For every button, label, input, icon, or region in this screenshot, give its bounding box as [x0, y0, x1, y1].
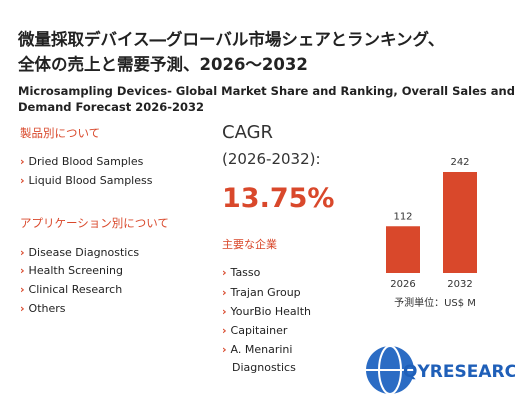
logo-text: QYRESEARCH [403, 362, 515, 382]
bar [386, 226, 420, 273]
subtitle: Demand Forecast 2026-2032 [18, 100, 204, 114]
company: Diagnostics [232, 361, 296, 374]
bar [443, 172, 477, 273]
section-heading: 製品別について [20, 126, 101, 140]
title: 全体の売上と需要予測、2026～2032 [18, 55, 308, 74]
company: Trajan Group [222, 286, 301, 299]
logo: QYRESEARCH [366, 345, 515, 395]
company: A. Menarini [222, 343, 293, 356]
x-tick-label: 2026 [390, 279, 415, 290]
list-item: Liquid Blood Sampless [20, 174, 153, 187]
value-label: 112 [393, 211, 412, 222]
value-label: 242 [450, 157, 469, 168]
company: Tasso [222, 266, 261, 279]
section-heading: アプリケーション別について [20, 216, 169, 230]
list-item: Dried Blood Samples [20, 155, 144, 168]
company: YourBio Health [222, 305, 311, 318]
cagr-period: (2026-2032): [222, 150, 321, 168]
list-item: Clinical Research [20, 283, 123, 296]
list-item: Disease Diagnostics [20, 246, 140, 259]
bar-chart: 予測単位：US$ M 112 2026 242 2032 [386, 157, 477, 309]
section-heading: 主要な企業 [222, 238, 277, 251]
unit-label: 予測単位：US$ M [394, 296, 476, 309]
cagr-label: CAGR [222, 122, 274, 143]
subtitle: Microsampling Devices- Global Market Sha… [18, 84, 515, 98]
company: Capitainer [222, 324, 288, 337]
list-item: Health Screening [20, 264, 123, 277]
cagr-value: 13.75% [222, 183, 335, 214]
x-tick-label: 2032 [447, 279, 472, 290]
list-item: Others [20, 302, 66, 315]
title: 微量採取デバイス―グローバル市場シェアとランキング、 [18, 30, 445, 49]
